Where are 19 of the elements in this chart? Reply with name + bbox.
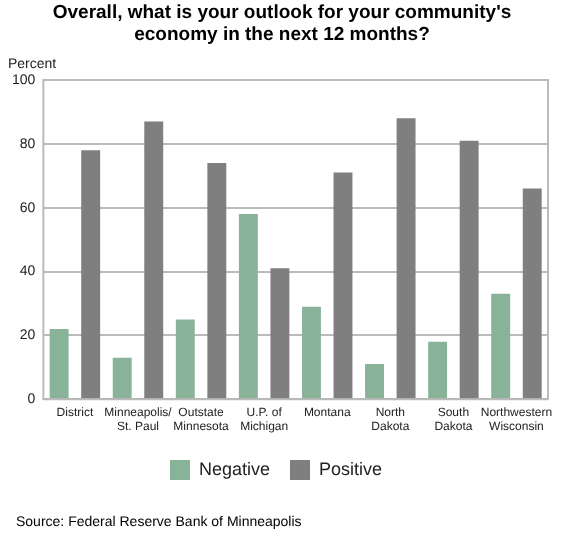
bar (175, 319, 195, 399)
bar (270, 268, 290, 399)
bar (365, 364, 384, 399)
bar (112, 357, 132, 399)
bar (49, 328, 69, 399)
bar (238, 214, 258, 399)
bar (491, 293, 511, 399)
legend-label: Negative (198, 458, 271, 479)
bar (396, 118, 416, 399)
chart-title: Overall, what is your outlook for your community's economy in the next 12 months? (50, 2, 514, 48)
legend-label: Positive (319, 458, 383, 479)
bar (301, 306, 321, 399)
bar (522, 188, 542, 399)
bar (333, 172, 353, 399)
bar (144, 121, 164, 399)
bar (81, 150, 101, 399)
bar (459, 140, 479, 399)
bar (207, 162, 227, 399)
bar (428, 341, 448, 399)
